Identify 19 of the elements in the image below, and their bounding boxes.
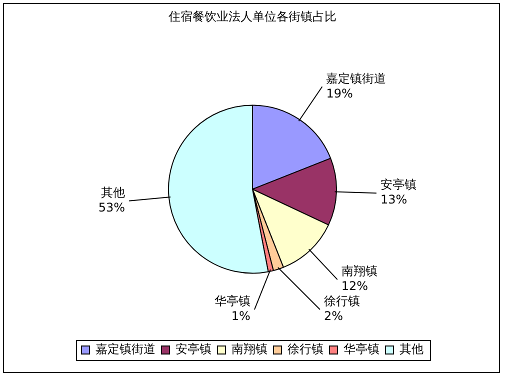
legend-label: 嘉定镇街道 (96, 342, 156, 356)
data-label: 12% (341, 279, 368, 294)
slice-label: 其他 (101, 185, 126, 200)
slice-label: 徐行镇 (324, 294, 360, 308)
slice-label: 南翔镇 (341, 264, 378, 278)
slice-label: 嘉定镇街道 (326, 71, 386, 86)
chart-title: 住宿餐饮业法人单位各街镇占比 (168, 9, 336, 24)
data-label: 2% (324, 309, 343, 324)
legend-label: 华亭镇 (344, 342, 380, 356)
legend-label: 其他 (400, 342, 424, 356)
data-label: 1% (231, 309, 250, 324)
slice-label: 华亭镇 (214, 294, 250, 308)
data-label: 13% (380, 192, 408, 207)
legend-label: 南翔镇 (232, 342, 268, 356)
legend-label: 徐行镇 (288, 342, 324, 356)
slice-label: 安亭镇 (380, 178, 416, 192)
legend-label: 安亭镇 (176, 342, 212, 356)
data-label: 19% (326, 86, 353, 100)
data-label: 53% (98, 200, 126, 214)
